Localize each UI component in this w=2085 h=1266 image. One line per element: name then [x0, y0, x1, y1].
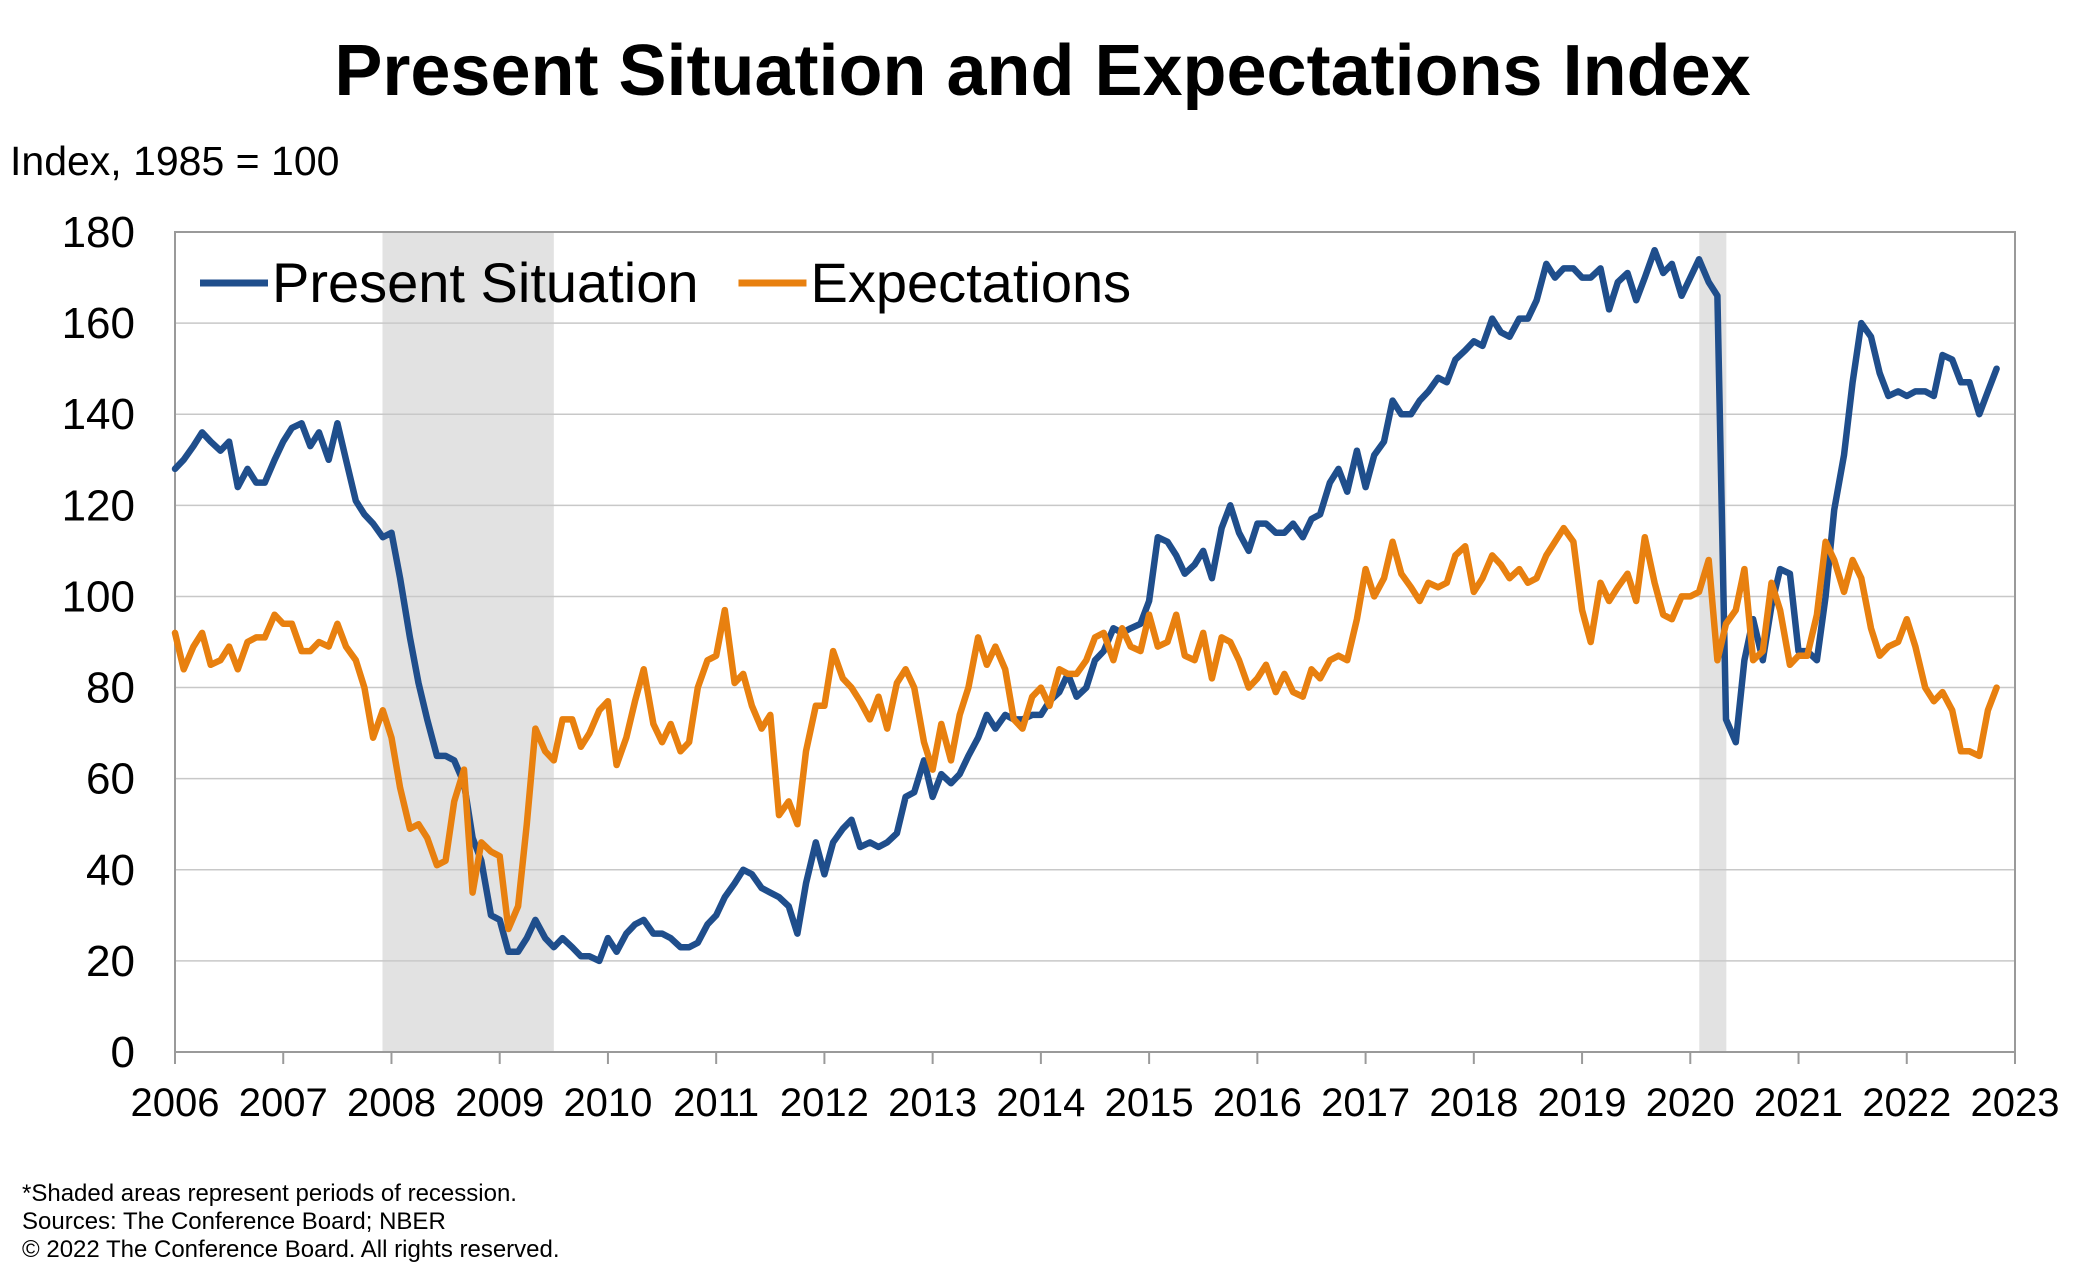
footnote-recession: *Shaded areas represent periods of reces… [22, 1180, 517, 1207]
footnote-sources: Sources: The Conference Board; NBER [22, 1208, 446, 1235]
x-tick-label: 2018 [1429, 1081, 1518, 1125]
x-tick-label: 2006 [131, 1081, 220, 1125]
x-tick-label: 2016 [1213, 1081, 1302, 1125]
x-tick-label: 2017 [1321, 1081, 1410, 1125]
x-tick-label: 2008 [347, 1081, 436, 1125]
legend-label: Expectations [810, 251, 1131, 314]
legend-item-present-situation: Present Situation [200, 251, 698, 314]
footnote-copyright: © 2022 The Conference Board. All rights … [22, 1236, 560, 1263]
y-tick-label: 0 [111, 1028, 135, 1077]
series-line-expectations [171, 524, 2000, 933]
x-tick-label: 2015 [1105, 1081, 1194, 1125]
x-tick-label: 2020 [1646, 1081, 1735, 1125]
x-tick-label: 2010 [563, 1081, 652, 1125]
chart-title: Present Situation and Expectations Index [334, 31, 1751, 111]
x-tick-label: 2011 [673, 1081, 759, 1125]
legend-label: Present Situation [272, 251, 698, 314]
x-tick-label: 2007 [239, 1081, 328, 1125]
x-tick-label: 2012 [780, 1081, 869, 1125]
legend-item-expectations: Expectations [738, 251, 1131, 314]
y-tick-label: 160 [62, 299, 135, 348]
y-axis-label: Index, 1985 = 100 [10, 138, 340, 184]
y-tick-label: 40 [86, 846, 135, 895]
y-tick-label: 100 [62, 572, 135, 621]
x-tick-label: 2013 [888, 1081, 977, 1125]
x-tick-label: 2022 [1862, 1081, 1951, 1125]
y-tick-label: 140 [62, 390, 135, 439]
x-tick-label: 2009 [455, 1081, 544, 1125]
y-tick-label: 180 [62, 208, 135, 257]
x-tick-label: 2023 [1971, 1081, 2060, 1125]
x-tick-label: 2021 [1754, 1081, 1843, 1125]
y-tick-label: 80 [86, 664, 135, 713]
x-tick-label: 2019 [1538, 1081, 1627, 1125]
y-tick-label: 120 [62, 481, 135, 530]
x-tick-label: 2014 [996, 1081, 1085, 1125]
y-tick-label: 60 [86, 755, 135, 804]
y-tick-label: 20 [86, 937, 135, 986]
